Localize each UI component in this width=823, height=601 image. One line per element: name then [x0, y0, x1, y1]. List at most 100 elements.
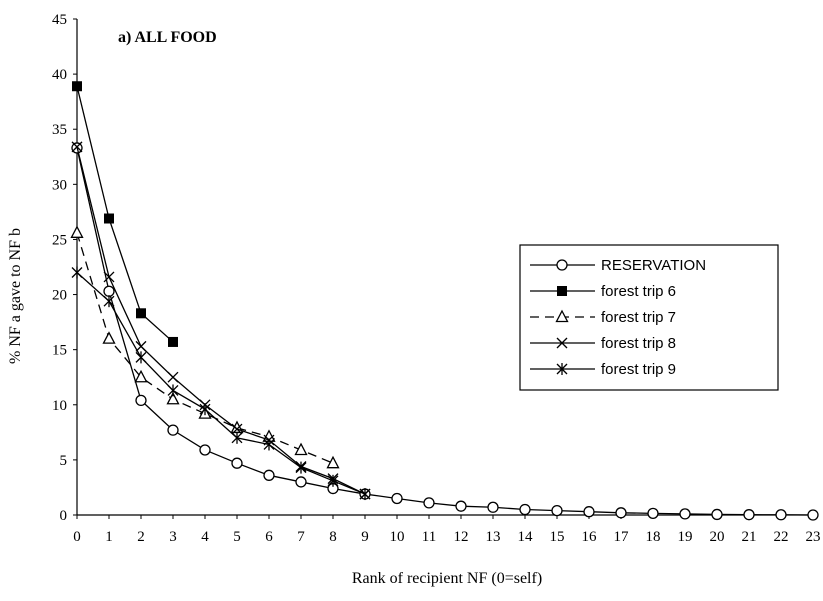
data-point: [775, 509, 787, 521]
y-tick-label: 40: [52, 67, 67, 83]
data-point: [199, 403, 211, 416]
data-point: [136, 308, 146, 319]
data-point: [455, 500, 467, 512]
data-point: [647, 507, 659, 519]
y-tick-label: 25: [52, 232, 67, 248]
data-point: [135, 394, 147, 407]
legend-label: forest trip 9: [601, 361, 676, 378]
data-point: [167, 371, 179, 383]
data-point: [199, 444, 211, 456]
x-tick-label: 10: [390, 529, 405, 545]
chart-title: a) ALL FOOD: [118, 29, 217, 46]
data-point: [487, 501, 499, 513]
data-point: [167, 424, 179, 436]
x-axis-tick-labels: 0 1 2 3 4 5 6 7 8 9 10 11 12 13 14 15 16 17 18 19 20 21 22 23: [73, 529, 820, 545]
series-line-4: [76, 272, 366, 495]
y-tick-label: 0: [60, 508, 68, 524]
y-axis-title: % NF a gave to NF b: [7, 228, 24, 364]
y-axis-tick-labels: 0 5 10 15 20 25 30 35 40 45: [52, 12, 67, 524]
data-point: [102, 331, 116, 344]
x-tick-label: 21: [742, 529, 757, 545]
series-line-1: [76, 86, 174, 343]
data-point: [743, 509, 755, 521]
x-tick-label: 18: [646, 529, 661, 545]
legend-marker: [555, 309, 569, 323]
data-point: [711, 508, 723, 521]
x-tick-label: 2: [137, 529, 145, 545]
legend-label: RESERVATION: [601, 257, 706, 274]
y-tick-label: 20: [52, 288, 67, 304]
data-point: [326, 455, 340, 469]
data-point: [263, 438, 275, 451]
legend-marker: [556, 259, 568, 271]
data-point: [295, 461, 307, 474]
data-point: [615, 507, 627, 519]
x-tick-label: 6: [265, 529, 273, 545]
x-tick-label: 4: [201, 529, 209, 545]
y-tick-label: 5: [60, 453, 68, 469]
data-point: [134, 369, 148, 383]
legend-label: forest trip 7: [601, 309, 676, 326]
data-point: [423, 497, 435, 509]
x-tick-label: 13: [486, 529, 501, 545]
x-tick-label: 12: [454, 529, 469, 545]
y-tick-label: 30: [52, 177, 67, 193]
series-line-2: [76, 232, 334, 464]
y-tick-label: 45: [52, 12, 67, 28]
data-point: [295, 476, 307, 488]
data-point: [71, 266, 83, 279]
data-point: [327, 474, 339, 487]
x-tick-label: 19: [678, 529, 693, 545]
y-tick-label: 10: [52, 398, 67, 414]
legend-marker: [556, 337, 568, 349]
data-point: [167, 384, 179, 397]
data-point: [71, 141, 83, 153]
x-tick-label: 11: [422, 529, 436, 545]
series-line-3: [76, 146, 366, 495]
x-tick-label: 9: [361, 529, 369, 545]
data-point: [103, 271, 115, 283]
x-axis-title: Rank of recipient NF (0=self): [352, 570, 542, 587]
legend: RESERVATION forest trip 6 forest trip 7 for…: [519, 244, 779, 391]
y-tick-label: 35: [52, 122, 67, 138]
x-tick-label: 3: [169, 529, 177, 545]
data-point: [807, 509, 819, 521]
data-point: [679, 508, 691, 520]
data-point: [166, 391, 180, 405]
x-tick-label: 17: [614, 529, 630, 545]
x-tick-label: 0: [73, 529, 81, 545]
legend-label: forest trip 6: [601, 283, 676, 300]
x-tick-label: 1: [105, 529, 113, 545]
data-point: [135, 340, 147, 352]
legend-marker: [556, 363, 568, 375]
y-tick-label: 15: [52, 343, 67, 359]
legend-marker: [557, 286, 567, 296]
data-point: [519, 503, 531, 516]
series-layer: [70, 81, 819, 521]
x-tick-label: 7: [297, 529, 305, 545]
data-point: [294, 442, 308, 456]
data-point: [583, 506, 595, 518]
data-point: [551, 504, 563, 517]
data-point: [70, 225, 84, 238]
x-tick-label: 20: [710, 529, 725, 545]
data-point: [359, 488, 371, 501]
x-tick-label: 14: [518, 529, 534, 545]
x-tick-label: 15: [550, 529, 565, 545]
data-point: [391, 492, 403, 505]
data-point: [231, 457, 243, 469]
x-tick-label: 22: [774, 529, 789, 545]
data-point: [168, 336, 178, 347]
x-tick-label: 8: [329, 529, 337, 545]
data-point: [231, 431, 243, 444]
x-tick-label: 23: [806, 529, 821, 545]
data-point: [263, 469, 275, 481]
x-tick-label: 5: [233, 529, 241, 545]
legend-label: forest trip 8: [601, 335, 676, 352]
data-point: [231, 423, 243, 435]
data-point: [104, 213, 114, 224]
data-point: [103, 285, 115, 297]
data-point: [103, 295, 115, 308]
x-tick-label: 16: [582, 529, 598, 545]
